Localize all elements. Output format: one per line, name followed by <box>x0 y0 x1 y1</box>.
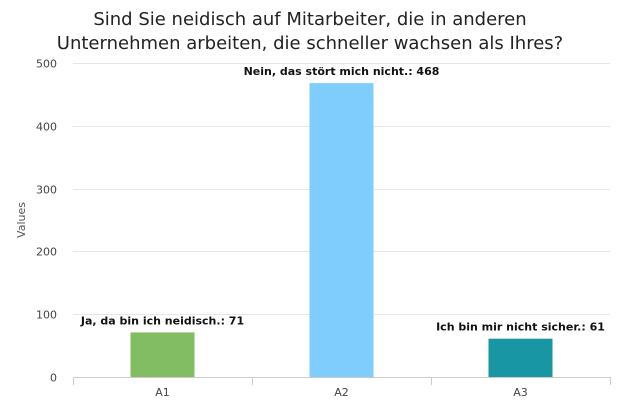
y-tick-labels: 0 100 200 300 400 500 <box>36 58 57 385</box>
data-label: Nein, das stört mich nicht.: 468 <box>244 65 440 78</box>
data-label: Ich bin mir nicht sicher.: 61 <box>436 321 605 334</box>
chart-title-line-2: Unternehmen arbeiten, die schneller wach… <box>57 33 563 54</box>
y-tick-label: 200 <box>36 246 57 259</box>
chart-title-line-1: Sind Sie neidisch auf Mitarbeiter, die i… <box>93 9 526 30</box>
y-tick-label: 300 <box>36 184 57 197</box>
y-tick-label: 100 <box>36 309 57 322</box>
y-axis-label: Values <box>15 202 28 238</box>
x-tick-label: A1 <box>155 386 170 399</box>
bar-a2 <box>309 83 374 377</box>
x-tick-labels: A1 A2 A3 <box>155 386 528 399</box>
y-tick-label: 400 <box>36 121 57 134</box>
y-tick-label: 0 <box>50 372 57 385</box>
x-tick-label: A3 <box>513 386 528 399</box>
y-tick-label: 500 <box>36 58 57 71</box>
x-tick-label: A2 <box>334 386 349 399</box>
data-labels: Ja, da bin ich neidisch.: 71 Nein, das st… <box>80 65 605 334</box>
bar-a1 <box>130 332 195 377</box>
bar-a3 <box>488 338 553 377</box>
bars <box>130 83 553 377</box>
data-label: Ja, da bin ich neidisch.: 71 <box>80 314 244 327</box>
